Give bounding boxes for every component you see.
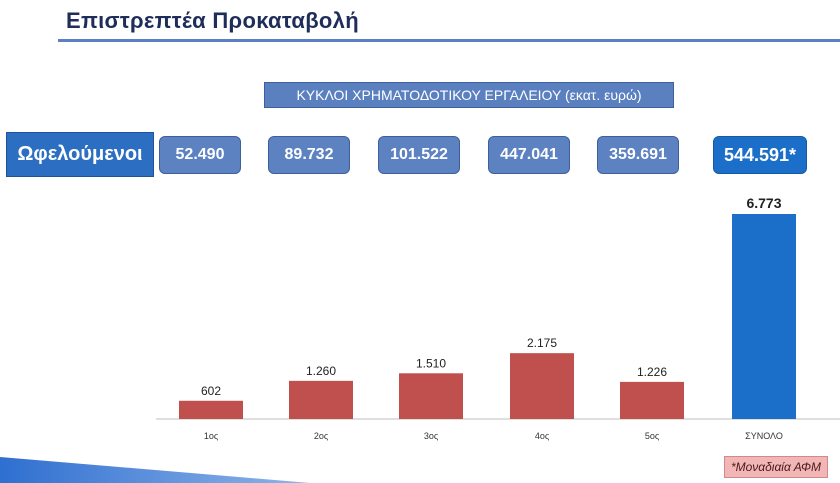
bar-chart: 602 1ος 1.260 2ος 1.510 3ος 2.175 4ος 1.226 5ος 6.…: [156, 195, 840, 441]
bar-cycle-1: [179, 400, 243, 419]
data-label: 2.175: [527, 336, 557, 350]
x-tick-label: 5ος: [645, 431, 660, 441]
beneficiaries-label: Ωφελούμενοι: [6, 132, 154, 177]
beneficiaries-cycle-4: 447.041: [488, 136, 570, 174]
corner-decoration: [0, 457, 310, 483]
x-tick-label: 2ος: [314, 431, 329, 441]
unit-note: *Μοναδιαία ΑΦΜ: [724, 456, 828, 478]
beneficiaries-cycle-3: 101.522: [378, 136, 460, 174]
x-tick-label: 1ος: [204, 431, 219, 441]
data-label: 1.260: [306, 364, 336, 378]
x-tick-label: ΣΥΝΟΛΟ: [745, 431, 783, 441]
data-label: 602: [201, 384, 221, 398]
bar-cycle-2: [289, 380, 353, 419]
data-label: 6.773: [746, 195, 781, 211]
x-tick-label: 3ος: [424, 431, 439, 441]
beneficiaries-cycle-5: 359.691: [597, 136, 679, 174]
cycles-header: ΚΥΚΛΟΙ ΧΡΗΜΑΤΟΔΟΤΙΚΟΥ ΕΡΓΑΛΕΙΟΥ (εκατ. ε…: [264, 82, 674, 108]
beneficiaries-total: 544.591*: [713, 136, 807, 174]
bar-cycle-3: [399, 373, 463, 419]
title-divider: [58, 39, 840, 42]
x-tick-label: 4ος: [535, 431, 550, 441]
page-title: Επιστρεπτέα Προκαταβολή: [66, 8, 359, 33]
bar-cycle-5: [620, 381, 684, 419]
beneficiaries-cycle-1: 52.490: [159, 136, 241, 174]
bar-total: [732, 214, 796, 419]
data-label: 1.226: [637, 365, 667, 379]
data-label: 1.510: [416, 356, 446, 370]
beneficiaries-cycle-2: 89.732: [268, 136, 350, 174]
bar-cycle-4: [510, 353, 574, 419]
